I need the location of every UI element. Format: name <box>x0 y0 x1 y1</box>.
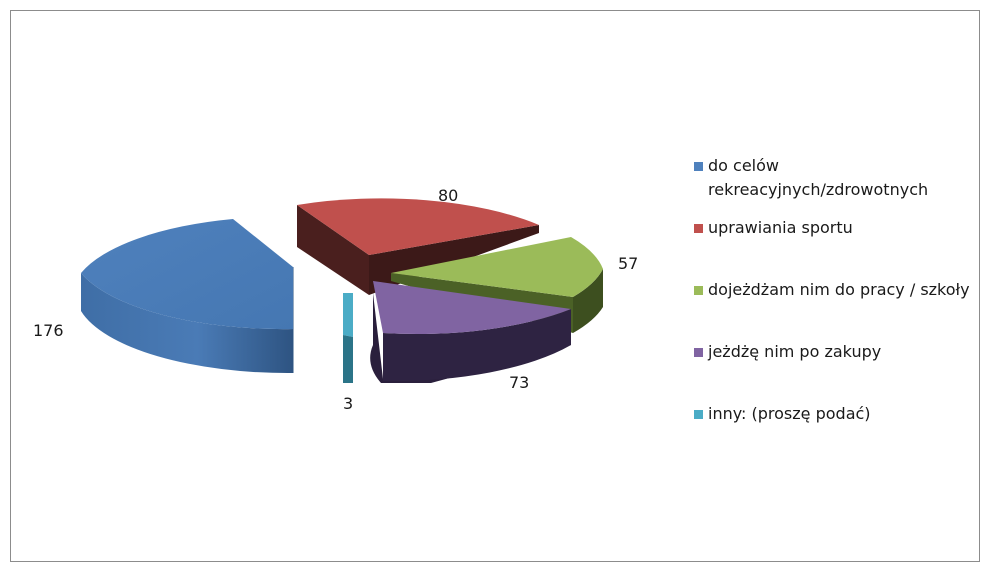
data-label-commute: 57 <box>618 254 638 273</box>
legend-item-recreational: do celów rekreacyjnych/zdrowotnych <box>694 154 984 202</box>
legend: do celów rekreacyjnych/zdrowotnych upraw… <box>694 154 984 426</box>
pie-slice-other <box>343 293 353 383</box>
legend-item-commute: dojeżdżam nim do pracy / szkoły <box>694 278 984 302</box>
data-label-sport: 80 <box>438 186 458 205</box>
legend-label: jeżdżę nim po zakupy <box>708 342 882 361</box>
pie-slice-shopping <box>370 281 571 383</box>
legend-item-shopping: jeżdżę nim po zakupy <box>694 340 984 364</box>
legend-item-sport: uprawiania sportu <box>694 216 984 240</box>
legend-label: dojeżdżam nim do pracy / szkoły <box>708 280 970 299</box>
legend-swatch <box>694 224 703 233</box>
legend-swatch <box>694 162 703 171</box>
data-label-recreational: 176 <box>33 321 64 340</box>
chart-frame: 176 80 57 73 3 do celów rekreacyjnych/zd… <box>10 10 980 562</box>
data-label-shopping: 73 <box>509 373 529 392</box>
pie-chart: 176 80 57 73 3 <box>33 186 638 413</box>
legend-label: do celów <box>708 156 779 175</box>
legend-label: inny: (proszę podać) <box>708 404 871 423</box>
data-label-other: 3 <box>343 394 353 413</box>
legend-item-other: inny: (proszę podać) <box>694 402 984 426</box>
legend-swatch <box>694 348 703 357</box>
legend-swatch <box>694 410 703 419</box>
legend-label-cont: rekreacyjnych/zdrowotnych <box>708 180 929 199</box>
legend-label: uprawiania sportu <box>708 218 853 237</box>
legend-swatch <box>694 286 703 295</box>
pie-slice-recreational <box>81 219 294 374</box>
